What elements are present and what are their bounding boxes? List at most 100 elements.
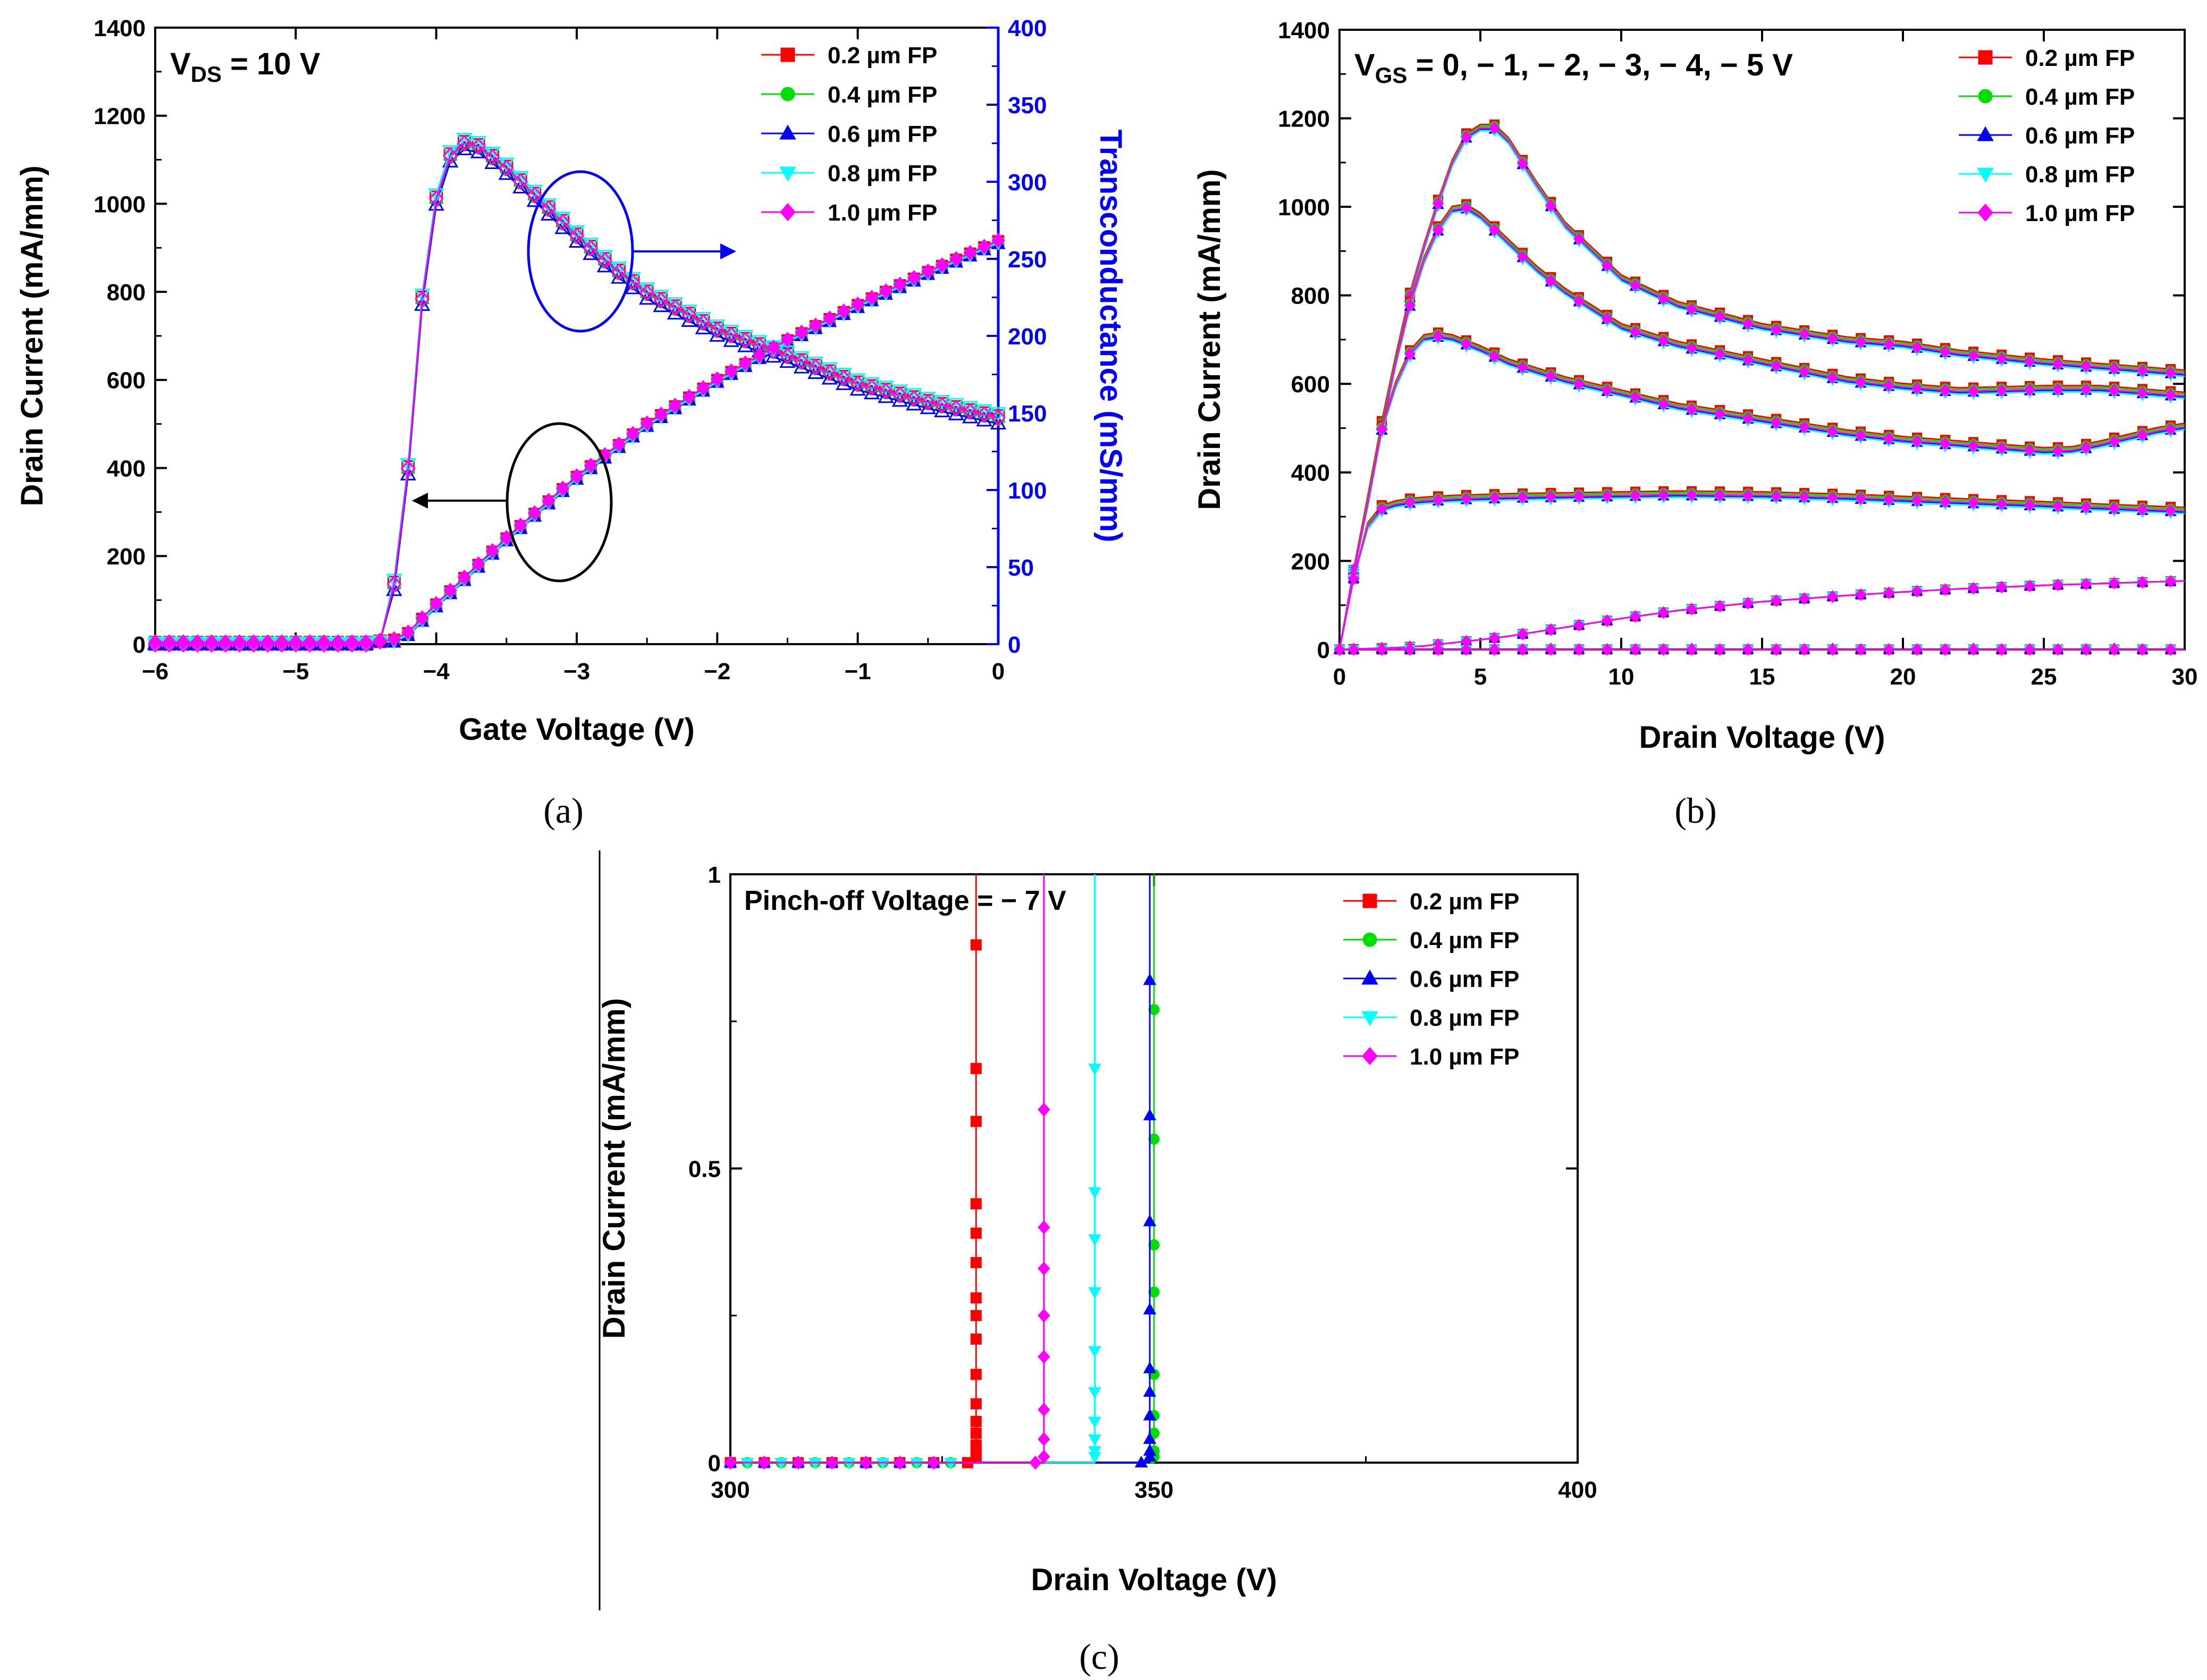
output-point	[1967, 643, 1979, 656]
drain-current-point	[991, 232, 1005, 248]
y-tick-label: 1	[708, 862, 721, 888]
output-point	[1995, 351, 2008, 365]
plot-frame	[154, 27, 999, 645]
x-tick-label: 0	[1333, 664, 1346, 690]
gm-arrow-head	[720, 243, 736, 259]
output-point	[1826, 590, 1839, 603]
output-curve-vgs-1-series2	[1338, 205, 2185, 650]
y-tick-label: 600	[107, 368, 146, 394]
transconductance-point	[457, 134, 472, 152]
output-point	[1488, 643, 1501, 656]
output-point	[1629, 390, 1641, 403]
drain-current-point	[527, 505, 542, 521]
output-point	[2052, 383, 2064, 396]
x-tick-label: 300	[711, 1477, 749, 1503]
output-point	[1826, 643, 1839, 656]
breakdown-point	[970, 1292, 982, 1304]
output-point	[1573, 619, 1585, 632]
drain-current-point	[879, 283, 893, 299]
output-point	[1714, 643, 1726, 656]
drain-current-point	[668, 398, 682, 413]
drain-current-point	[626, 426, 640, 442]
transconductance-point	[372, 632, 388, 650]
drain-current-point	[429, 596, 443, 612]
transconductance-point	[568, 233, 585, 248]
transconductance-point	[147, 635, 163, 653]
drain-current-point	[555, 480, 570, 496]
y-axis-title: Drain Current (mA/mm)	[15, 165, 49, 506]
transconductance-point	[765, 342, 781, 359]
transconductance-point	[428, 196, 444, 211]
output-point	[1798, 643, 1810, 656]
output-point	[1939, 384, 1951, 397]
drain-current-point	[795, 324, 808, 340]
output-point	[2136, 428, 2149, 441]
output-point	[1911, 643, 1923, 656]
legend-marker	[1978, 89, 1993, 104]
x-tick-label: 350	[1134, 1477, 1173, 1503]
drain-current-point	[176, 634, 190, 650]
breakdown-point	[1038, 1220, 1050, 1235]
drain-current-point	[907, 270, 921, 286]
breakdown-point	[1148, 1133, 1160, 1145]
panel-a-chart: −6 −5 −4 −3 −2 −1 00200400600800100012001400Ga…	[15, 15, 1128, 747]
output-point	[1488, 223, 1501, 237]
output-point	[1939, 345, 1951, 358]
transconductance-point	[330, 635, 346, 653]
transconductance-point	[863, 385, 880, 400]
legend-label: 1.0 µm FP	[2025, 200, 2135, 226]
output-point	[1460, 337, 1472, 350]
output-point	[1686, 302, 1698, 315]
baseline-point	[894, 1455, 906, 1470]
legend-label: 0.8 µm FP	[2025, 162, 2135, 188]
panel-c-chart: 300 350 400 0 0.5 1 Drain Voltage (V) Drain Cur…	[597, 862, 1597, 1597]
drain-current-point	[823, 310, 837, 326]
legend-label: 0.2 µm FP	[2025, 45, 2135, 71]
transconductance-point	[709, 327, 726, 342]
drain-current-point	[204, 634, 218, 650]
output-point	[1883, 432, 1895, 445]
drain-current-point	[752, 347, 766, 363]
output-point	[1432, 223, 1444, 237]
drain-current-point	[696, 380, 710, 396]
x-tick-label: 15	[1749, 664, 1775, 690]
drain-current-point	[471, 556, 485, 572]
transconductance-point	[695, 319, 712, 334]
output-point	[1883, 493, 1895, 506]
transconductance-point	[541, 200, 557, 217]
transconductance-point	[807, 364, 824, 379]
transconductance-point	[415, 290, 430, 308]
output-point	[1517, 643, 1529, 656]
gm-ellipse	[527, 170, 634, 333]
output-point	[1432, 197, 1444, 210]
drain-current-point	[387, 631, 401, 647]
output-point	[1517, 360, 1529, 374]
output-point	[2108, 384, 2120, 397]
breakdown-point	[1038, 1349, 1050, 1364]
output-point	[1714, 600, 1726, 613]
output-point	[1545, 623, 1557, 636]
transconductance-point	[162, 635, 177, 653]
subfigure-label-c: (c)	[1079, 1636, 1119, 1677]
transconductance-point	[358, 635, 374, 653]
transconductance-point	[625, 280, 641, 294]
output-point	[2080, 577, 2092, 590]
transconductance-point	[597, 251, 612, 269]
output-point	[1742, 643, 1754, 656]
transconductance-line-5	[155, 142, 999, 645]
legend-marker	[1977, 167, 1994, 183]
drain-current-point	[275, 634, 289, 650]
output-point	[1657, 397, 1670, 410]
breakdown-point	[1088, 1416, 1101, 1429]
drain-current-point	[401, 624, 415, 640]
output-point	[1855, 375, 1867, 389]
transconductance-point	[710, 321, 725, 339]
transconductance-point	[246, 635, 262, 653]
breakdown-point	[1143, 973, 1157, 985]
output-curve-vgs-3-series1	[1338, 490, 2185, 650]
drain-current-point	[865, 290, 879, 306]
drain-current-point	[780, 332, 795, 348]
output-point	[1742, 596, 1754, 610]
legend-label: 0.8 µm FP	[1410, 1005, 1519, 1031]
output-curve-vgs0-series5	[1338, 127, 2185, 650]
